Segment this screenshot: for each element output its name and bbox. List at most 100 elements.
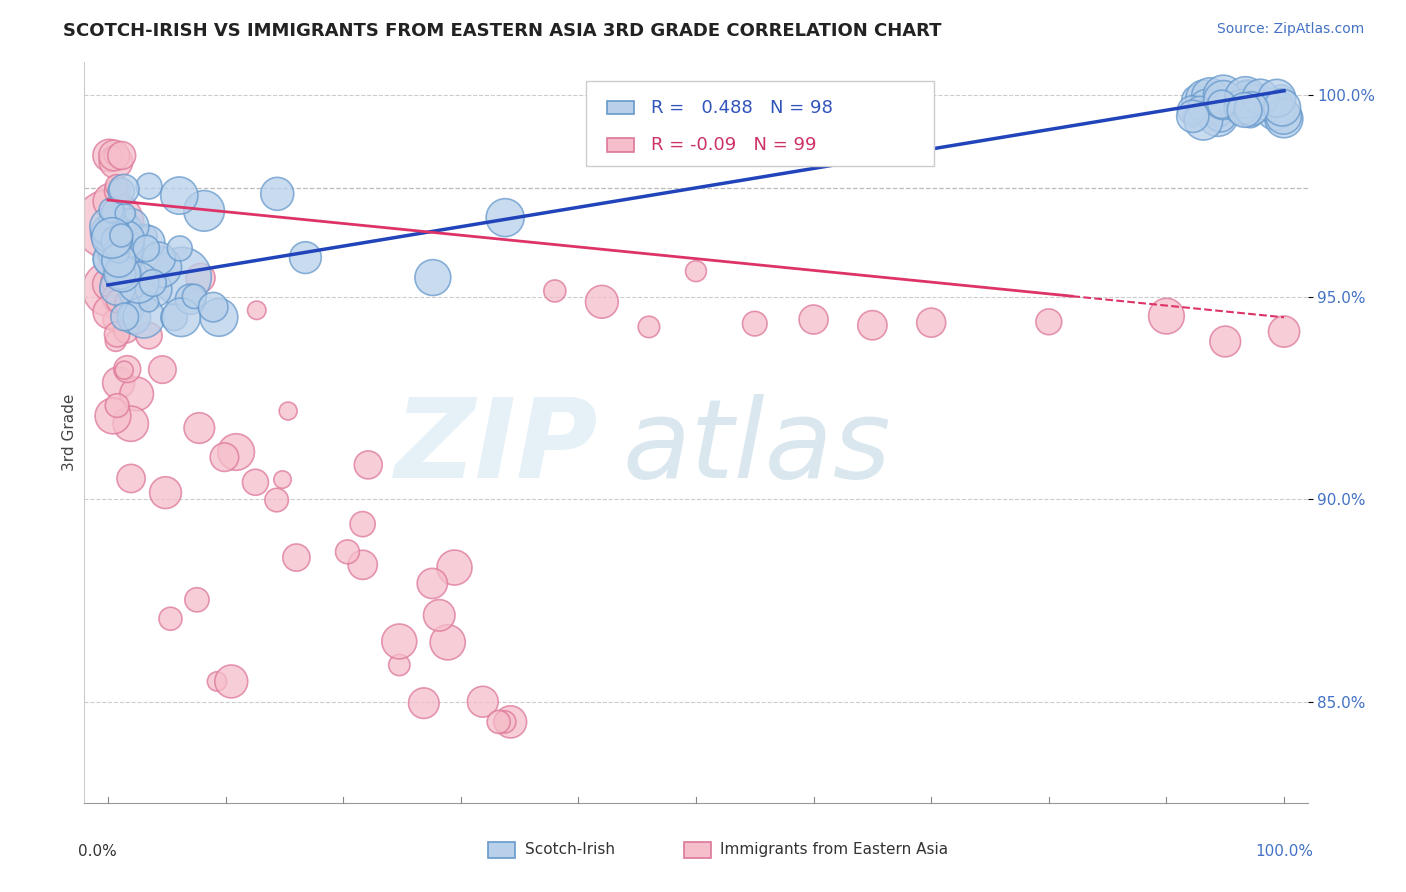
Point [111,148,134,162]
Point [100,194,122,209]
Point [107,262,129,277]
Point [188,421,211,435]
Point [1212,88,1234,103]
Point [120,296,142,310]
Text: R =   0.488   N = 98: R = 0.488 N = 98 [651,99,832,117]
Point [245,475,267,490]
Point [98,219,121,234]
Point [1230,100,1253,114]
Point [120,219,142,234]
Point [104,155,127,169]
Point [352,517,374,532]
Point [105,291,128,305]
Point [246,303,269,318]
Point [1233,104,1256,119]
Point [105,327,128,342]
Point [142,276,165,290]
Point [120,259,142,273]
Point [412,696,434,710]
Point [112,231,135,245]
Point [101,231,124,245]
FancyBboxPatch shape [606,101,634,114]
Point [1223,103,1246,117]
Point [110,228,132,243]
Point [120,417,142,431]
Point [101,210,124,224]
Point [179,292,201,306]
Point [103,148,125,162]
Point [436,635,458,649]
Point [98,228,121,243]
Point [101,211,124,226]
Point [120,308,142,322]
Point [1211,97,1233,112]
Point [225,445,247,459]
Point [271,473,294,487]
Point [591,294,613,309]
Point [427,608,450,623]
Point [1234,90,1257,104]
Point [138,179,160,194]
Point [105,234,128,248]
Text: Scotch-Irish: Scotch-Irish [524,842,614,857]
Point [122,310,145,325]
Point [208,310,231,325]
Point [1272,112,1295,126]
Point [98,252,121,266]
Point [357,458,380,472]
Point [107,241,129,255]
Point [186,592,208,607]
Point [388,634,411,648]
Point [471,695,494,709]
Point [1208,106,1230,120]
Point [107,229,129,244]
Point [443,560,465,574]
Point [159,612,181,626]
Point [114,266,136,280]
Point [110,184,132,198]
Point [98,217,121,231]
Point [110,267,132,281]
Point [111,226,134,240]
Point [1181,103,1204,118]
Point [169,242,191,256]
Point [277,404,299,418]
Point [114,233,136,247]
Point [1271,101,1294,115]
Point [1038,315,1060,329]
Point [132,310,155,325]
Point [98,277,121,292]
Point [1236,90,1258,104]
Point [420,576,443,591]
Point [120,471,142,485]
Point [1233,103,1256,117]
Point [388,658,411,673]
Point [1247,96,1270,111]
Point [135,242,157,256]
Point [103,227,125,242]
Point [104,238,127,252]
Point [114,241,136,255]
Point [860,318,883,333]
Point [112,238,135,252]
Point [105,184,128,198]
Point [499,714,522,729]
Point [1236,90,1258,104]
Point [101,274,124,288]
Point [1272,109,1295,123]
Point [155,485,177,500]
Point [494,211,516,225]
Point [266,493,288,508]
Point [294,251,316,265]
Point [1156,309,1178,323]
Text: R = -0.09   N = 99: R = -0.09 N = 99 [651,136,817,154]
Point [98,242,121,256]
Point [920,316,942,330]
Point [488,714,510,729]
Point [1209,110,1232,124]
Point [1257,100,1279,114]
Point [1181,109,1204,123]
Point [107,376,129,390]
Point [104,243,127,257]
Text: 0.0%: 0.0% [79,844,117,858]
